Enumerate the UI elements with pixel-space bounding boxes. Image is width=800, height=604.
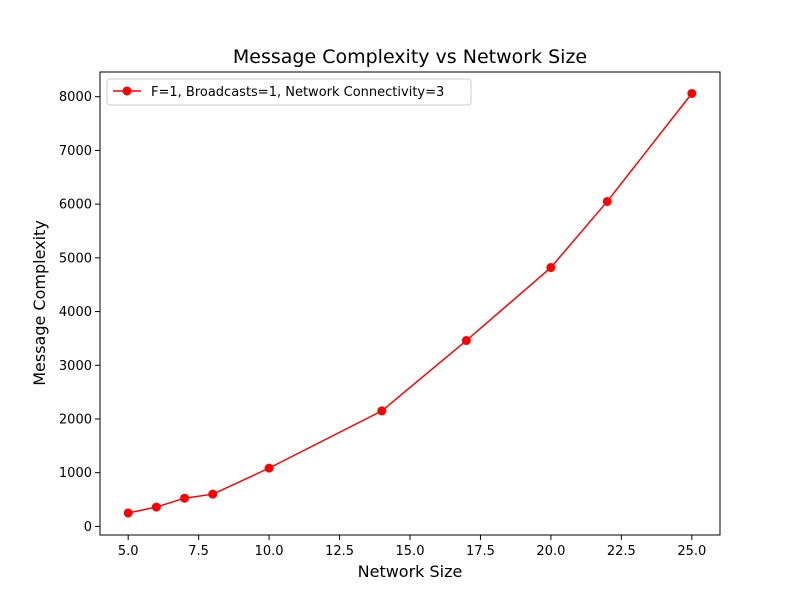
x-axis: 5.0 7.5 10.0 12.5 15.0 17.5 20.0 22.5 25.0 [118,535,706,559]
y-tick-label: 4000 [59,305,92,320]
legend-label: F=1, Broadcasts=1, Network Connectivity=… [151,85,444,100]
data-point [687,88,697,98]
x-tick-label: 22.5 [607,544,636,559]
legend: F=1, Broadcasts=1, Network Connectivity=… [106,78,472,106]
data-point [602,196,612,206]
x-tick-label: 7.5 [188,544,209,559]
series-line [128,93,693,514]
y-tick-label: 7000 [59,144,92,159]
data-point [123,508,133,518]
y-axis: 0 1000 2000 3000 4000 5000 6000 7000 8000 [59,90,100,535]
legend-marker-swatch [122,86,132,96]
x-tick-label: 15.0 [396,544,425,559]
y-tick-label: 8000 [59,90,92,105]
data-point [264,463,274,473]
x-tick-label: 17.5 [466,544,495,559]
x-tick-label: 20.0 [536,544,565,559]
x-axis-label: Network Size [358,562,463,581]
y-tick-label: 1000 [59,466,92,481]
data-point [208,489,218,499]
y-tick-label: 0 [84,520,92,535]
chart-title: Message Complexity vs Network Size [233,46,587,68]
series-layer [123,88,697,518]
x-tick-label: 12.5 [325,544,354,559]
data-point [180,493,190,503]
x-tick-label: 5.0 [118,544,139,559]
y-tick-label: 6000 [59,198,92,213]
x-tick-label: 10.0 [255,544,284,559]
y-axis-label: Message Complexity [30,220,49,386]
data-point [377,406,387,416]
data-point [546,263,556,273]
y-tick-label: 3000 [59,359,92,374]
y-tick-label: 5000 [59,251,92,266]
y-tick-label: 2000 [59,412,92,427]
data-point [151,502,161,512]
data-point [461,336,471,346]
x-tick-label: 25.0 [677,544,706,559]
legend-box [106,78,472,106]
